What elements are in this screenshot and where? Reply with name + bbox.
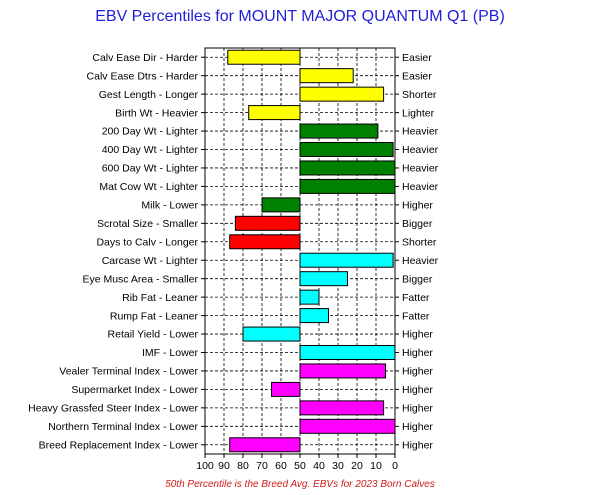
direction-label: Higher — [402, 347, 433, 359]
x-tick-label: 0 — [392, 460, 398, 472]
direction-label: Higher — [402, 421, 433, 433]
trait-label: Heavy Grassfed Steer Index - Lower — [28, 403, 198, 415]
trait-label: Northern Terminal Index - Lower — [48, 421, 198, 433]
bar — [299, 178, 396, 194]
x-tick-label: 70 — [256, 460, 268, 472]
trait-label: Mat Cow Wt - Lighter — [99, 181, 198, 193]
bar — [261, 197, 301, 213]
direction-label: Fatter — [402, 310, 430, 322]
bar — [299, 363, 386, 379]
trait-label: Birth Wt - Heavier — [115, 107, 198, 119]
trait-label: Rib Fat - Leaner — [122, 292, 198, 304]
x-tick-label: 40 — [313, 460, 325, 472]
trait-label: IMF - Lower — [142, 347, 199, 359]
bar — [227, 49, 301, 65]
x-tick-label: 60 — [275, 460, 287, 472]
direction-label: Higher — [402, 439, 433, 451]
direction-label: Heavier — [402, 126, 439, 138]
bar — [299, 252, 394, 268]
trait-label: Days to Calv - Longer — [96, 236, 198, 248]
bar — [234, 215, 301, 231]
direction-label: Easier — [402, 52, 432, 64]
trait-label: Breed Replacement Index - Lower — [39, 439, 199, 451]
direction-label: Heavier — [402, 144, 439, 156]
bar — [299, 289, 320, 305]
direction-label: Easier — [402, 70, 432, 82]
bar-series — [227, 49, 396, 453]
chart-title: EBV Percentiles for MOUNT MAJOR QUANTUM … — [95, 8, 505, 25]
trait-label: 600 Day Wt - Lighter — [102, 163, 199, 175]
x-tick-label: 100 — [196, 460, 214, 472]
direction-label: Higher — [402, 384, 433, 396]
direction-label: Higher — [402, 366, 433, 378]
bar — [299, 345, 396, 360]
trait-label: Scrotal Size - Smaller — [97, 218, 198, 230]
direction-label: Higher — [402, 200, 433, 212]
trait-label: Rump Fat - Leaner — [110, 310, 199, 322]
bar — [299, 160, 396, 176]
bar — [299, 308, 329, 324]
direction-label: Shorter — [402, 89, 437, 101]
bar — [229, 234, 301, 250]
bar — [299, 271, 348, 287]
trait-label: 400 Day Wt - Lighter — [102, 144, 199, 156]
direction-label: Higher — [402, 403, 433, 415]
direction-label: Heavier — [402, 255, 439, 267]
direction-label: Higher — [402, 329, 433, 341]
bar — [299, 418, 396, 434]
trait-label: Calv Ease Dir - Harder — [92, 52, 198, 64]
bar — [299, 142, 394, 157]
trait-label: Milk - Lower — [141, 200, 198, 212]
trait-label: Calv Ease Dtrs - Harder — [87, 70, 199, 82]
direction-label: Heavier — [402, 181, 439, 193]
bar — [299, 86, 385, 102]
trait-label: Eye Musc Area - Smaller — [82, 273, 198, 285]
bar — [248, 105, 301, 121]
bar — [271, 381, 301, 397]
x-tick-label: 90 — [218, 460, 230, 472]
direction-label: Heavier — [402, 163, 439, 175]
trait-label: Supermarket Index - Lower — [71, 384, 198, 396]
x-tick-label: 80 — [237, 460, 249, 472]
trait-label: Gest Length - Longer — [99, 89, 199, 101]
direction-labels: Easier Easier Shorter Lighter Heavier Heavier… — [395, 52, 439, 451]
bar — [299, 400, 385, 416]
x-tick-label: 30 — [332, 460, 344, 472]
direction-label: Lighter — [402, 107, 435, 119]
bar — [299, 68, 354, 84]
x-tick-label: 50 — [294, 460, 306, 472]
direction-label: Bigger — [402, 218, 433, 230]
trait-label: Carcase Wt - Lighter — [102, 255, 199, 267]
direction-label: Fatter — [402, 292, 430, 304]
x-tick-label: 20 — [351, 460, 363, 472]
x-tick-label: 10 — [370, 460, 382, 472]
direction-label: Shorter — [402, 236, 437, 248]
trait-labels: Calv Ease Dir - Harder Calv Ease Dtrs - H… — [28, 52, 205, 451]
bar — [242, 326, 301, 342]
bar — [299, 123, 379, 139]
direction-label: Bigger — [402, 273, 433, 285]
trait-label: 200 Day Wt - Lighter — [102, 126, 199, 138]
x-axis-ticks: 100 90 80 70 60 50 40 30 20 10 0 — [196, 454, 398, 472]
footnote: 50th Percentile is the Breed Avg. EBVs f… — [165, 479, 435, 490]
bar — [229, 437, 301, 453]
trait-label: Vealer Terminal Index - Lower — [59, 366, 198, 378]
trait-label: Retail Yield - Lower — [108, 329, 199, 341]
